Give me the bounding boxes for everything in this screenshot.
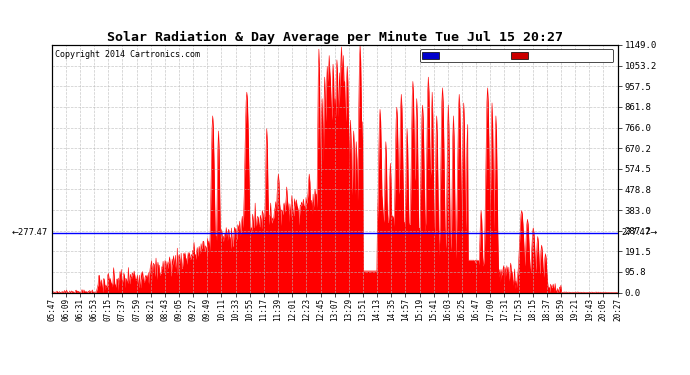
Text: Copyright 2014 Cartronics.com: Copyright 2014 Cartronics.com <box>55 50 199 59</box>
Legend: Median (w/m2), Radiation (w/m2): Median (w/m2), Radiation (w/m2) <box>420 49 613 62</box>
Text: 277.47→: 277.47→ <box>622 228 658 237</box>
Text: ←277.47: ←277.47 <box>11 228 48 237</box>
Title: Solar Radiation & Day Average per Minute Tue Jul 15 20:27: Solar Radiation & Day Average per Minute… <box>107 31 562 44</box>
